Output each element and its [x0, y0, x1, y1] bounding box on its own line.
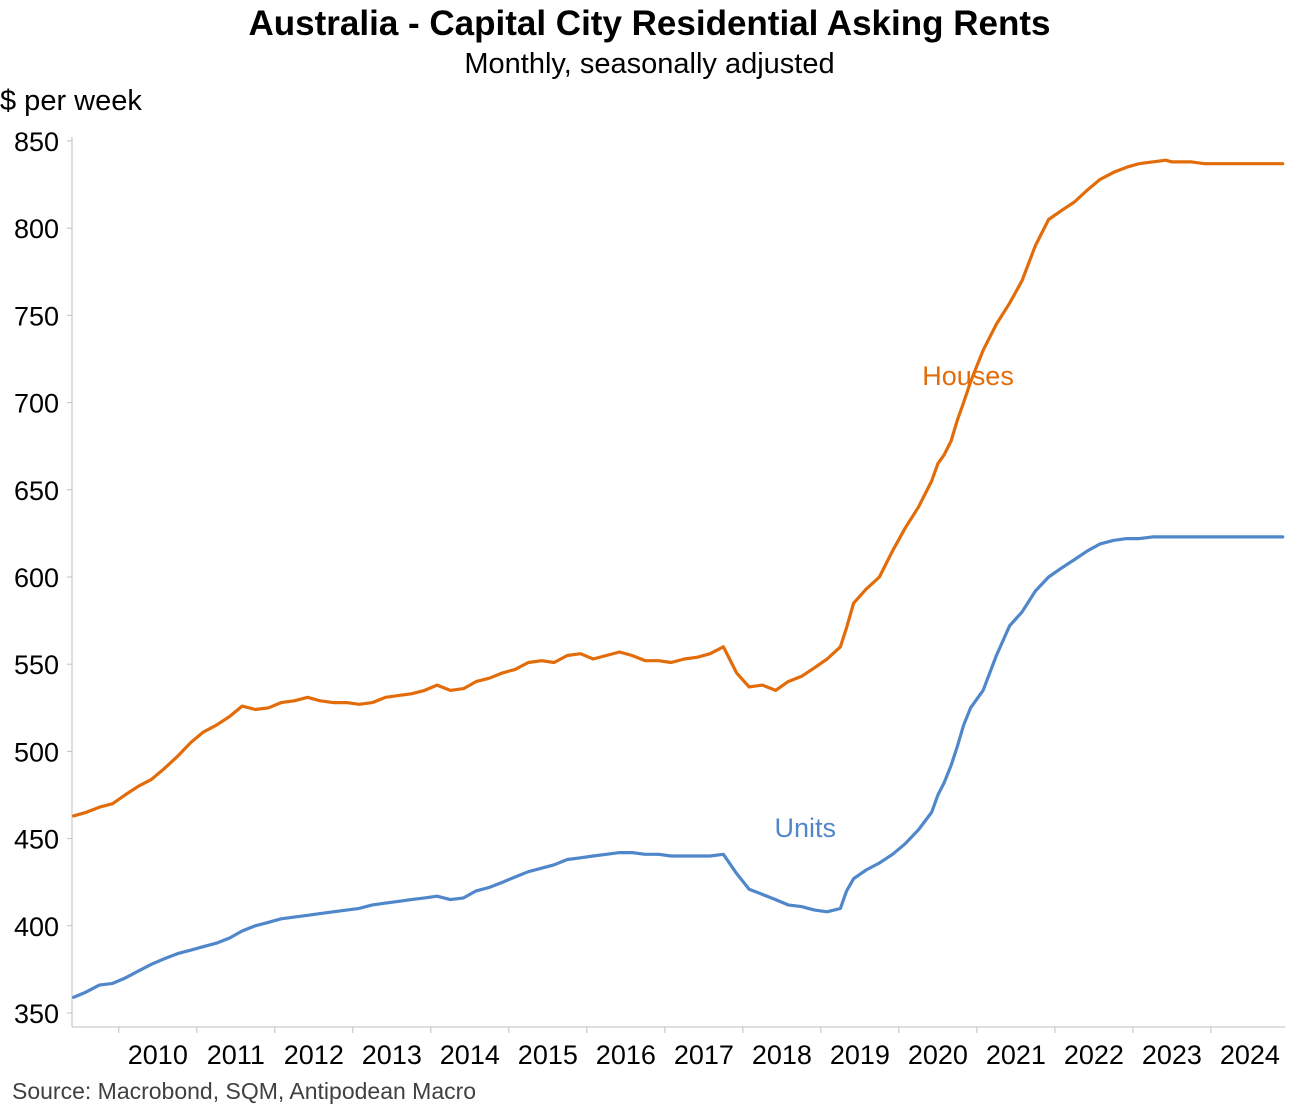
x-tick-label: 2024	[1220, 1040, 1280, 1070]
x-tick-label: 2016	[596, 1040, 656, 1070]
x-tick-label: 2021	[986, 1040, 1046, 1070]
x-tick-label: 2023	[1142, 1040, 1202, 1070]
y-tick-label: 700	[14, 389, 59, 419]
y-tick-label: 500	[14, 737, 59, 767]
y-tick-label: 800	[14, 214, 59, 244]
series-label-units: Units	[775, 813, 837, 843]
x-tick-label: 2015	[518, 1040, 578, 1070]
x-tick-label: 2010	[128, 1040, 188, 1070]
y-tick-label: 850	[14, 127, 59, 157]
x-tick-label: 2013	[362, 1040, 422, 1070]
x-tick-label: 2018	[752, 1040, 812, 1070]
y-tick-label: 350	[14, 999, 59, 1029]
x-tick-label: 2012	[284, 1040, 344, 1070]
x-tick-label: 2011	[207, 1040, 265, 1070]
series-label-houses: Houses	[922, 361, 1014, 391]
x-tick-label: 2019	[830, 1040, 890, 1070]
source-note: Source: Macrobond, SQM, Antipodean Macro	[12, 1078, 477, 1104]
y-tick-label: 550	[14, 650, 59, 680]
series-line-units	[71, 535, 1285, 999]
y-tick-label: 750	[14, 301, 59, 331]
y-tick-label: 400	[14, 912, 59, 942]
chart-title: Australia - Capital City Residential Ask…	[248, 4, 1051, 43]
y-axis-label: $ per week	[0, 85, 142, 117]
series-line-houses	[71, 158, 1285, 818]
x-tick-label: 2022	[1064, 1040, 1124, 1070]
x-tick-label: 2014	[440, 1040, 500, 1070]
chart-subtitle: Monthly, seasonally adjusted	[464, 48, 835, 80]
x-tick-label: 2020	[908, 1040, 968, 1070]
y-tick-label: 600	[14, 563, 59, 593]
x-tick-label: 2017	[674, 1040, 734, 1070]
y-tick-label: 450	[14, 825, 59, 855]
y-tick-label: 650	[14, 476, 59, 506]
